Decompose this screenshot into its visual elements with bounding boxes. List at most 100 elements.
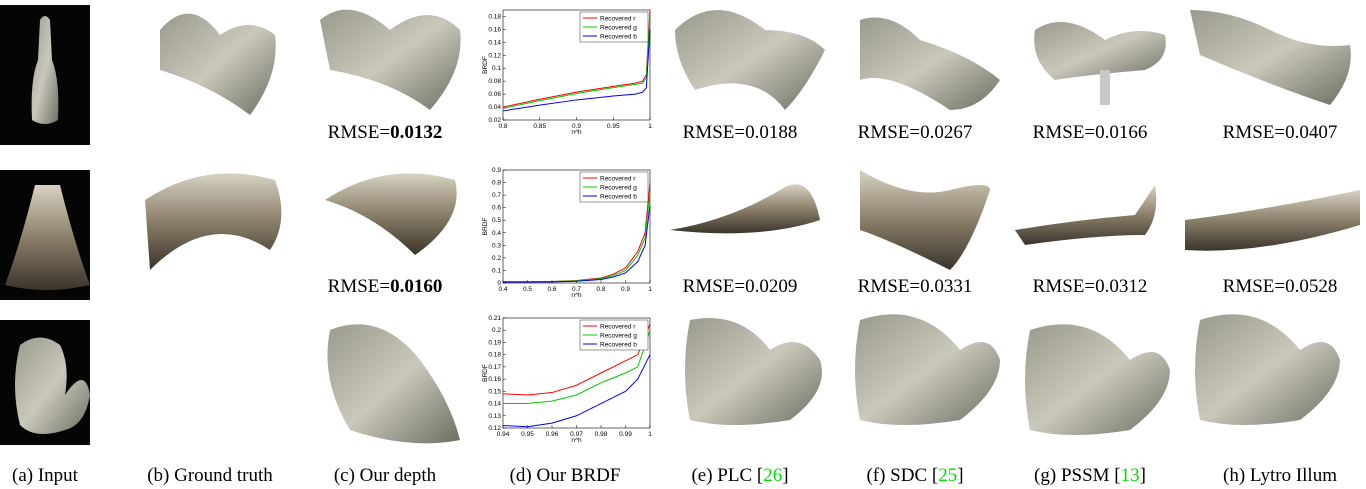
rmse-value: 0.0209 <box>745 276 797 297</box>
brdf-curve <box>502 323 651 396</box>
surface <box>160 13 276 116</box>
surface <box>855 314 1000 425</box>
x-tick-label: 0.94 <box>497 431 510 438</box>
rmse-label: RMSE= <box>1223 276 1285 297</box>
y-tick-label: 0.08 <box>488 78 501 85</box>
brdf-curve <box>503 205 651 283</box>
y-tick-label: 0.14 <box>488 39 501 46</box>
rmse: RMSE=0.0166 <box>1033 122 1148 143</box>
surface <box>1195 314 1340 425</box>
x-tick-label: 0.4 <box>498 286 507 293</box>
rmse-label: RMSE= <box>858 122 920 143</box>
caption-text: (h) Lytro Illum <box>1223 465 1337 486</box>
y-tick-label: 0.1 <box>492 267 501 274</box>
caption-text: ] <box>782 465 788 486</box>
rmse: RMSE=0.0209 <box>683 276 798 297</box>
y-tick-label: 0.06 <box>488 91 501 98</box>
rmse-label: RMSE= <box>328 276 390 297</box>
rmse-label: RMSE= <box>683 276 745 297</box>
y-tick-label: 0.8 <box>492 180 501 187</box>
legend-label: Recovered b <box>600 34 637 41</box>
y-tick-label: 0.16 <box>488 376 501 383</box>
x-tick-label: 0.97 <box>570 431 583 438</box>
x-tick-label: 0.95 <box>607 123 620 130</box>
y-tick-label: 0.1 <box>492 65 501 72</box>
rmse-value: 0.0312 <box>1095 276 1147 297</box>
legend-label: Recovered b <box>600 194 637 201</box>
brdf-curve <box>502 354 651 428</box>
x-axis-label: n^h <box>571 129 582 136</box>
brdf-curve <box>502 29 651 112</box>
pin-object <box>31 16 59 124</box>
caption-text: (b) Ground truth <box>147 465 273 486</box>
y-tick-label: 0.12 <box>488 425 501 432</box>
citation: 25 <box>938 465 957 486</box>
surface <box>670 184 820 234</box>
x-tick-label: 0.7 <box>572 286 581 293</box>
y-tick-label: 0.12 <box>488 52 501 59</box>
caption-text: (e) PLC [ <box>691 465 763 486</box>
rmse-label: RMSE= <box>858 276 920 297</box>
surface <box>320 9 461 110</box>
rmse-label: RMSE= <box>1033 122 1095 143</box>
y-tick-label: 0.2 <box>492 255 501 262</box>
caption-text: (d) Our BRDF <box>510 465 621 486</box>
caption-text: ] <box>1140 465 1146 486</box>
caption: (g) PSSM [13] <box>1034 465 1146 486</box>
surface <box>327 324 460 444</box>
x-tick-label: 0.85 <box>533 123 546 130</box>
rmse-label: RMSE= <box>328 122 390 143</box>
brdf-curve <box>502 9 651 108</box>
x-tick-label: 0.9 <box>621 286 630 293</box>
surface <box>1190 10 1351 105</box>
rmse-value: 0.0528 <box>1285 276 1337 297</box>
legend-label: Recovered g <box>600 185 637 192</box>
surface <box>145 173 282 270</box>
y-axis-label: BRDF <box>482 218 489 236</box>
x-tick-label: 0.8 <box>498 123 507 130</box>
caption: (h) Lytro Illum <box>1223 465 1337 486</box>
pitcher-object <box>15 337 90 434</box>
caption-text: ] <box>957 465 963 486</box>
surface <box>1185 190 1360 251</box>
legend-label: Recovered g <box>600 333 637 340</box>
caption-text: (c) Our depth <box>334 465 437 486</box>
y-tick-label: 0.02 <box>488 117 501 124</box>
brdf-curve <box>503 330 651 405</box>
y-tick-label: 0.6 <box>492 205 501 212</box>
x-tick-label: 0.6 <box>547 286 556 293</box>
y-tick-label: 0.5 <box>492 217 501 224</box>
caption-text: (f) SDC [ <box>866 465 938 486</box>
x-tick-label: 0.99 <box>619 431 632 438</box>
y-tick-label: 0.9 <box>492 167 501 174</box>
rmse-value: 0.0188 <box>745 122 797 143</box>
legend-label: Recovered r <box>600 176 636 183</box>
citation: 26 <box>763 465 782 486</box>
y-tick-label: 0.3 <box>492 242 501 249</box>
y-tick-label: 0.4 <box>492 230 501 237</box>
surface <box>1015 185 1157 245</box>
y-tick-label: 0.7 <box>492 192 501 199</box>
caption-text: (a) Input <box>12 465 79 486</box>
rmse-value: 0.0166 <box>1095 122 1147 143</box>
x-tick-label: 0.96 <box>546 431 559 438</box>
x-tick-label: 0.9 <box>572 123 581 130</box>
caption: (c) Our depth <box>334 465 437 486</box>
rmse-value: 0.0267 <box>920 122 972 143</box>
rmse: RMSE=0.0188 <box>683 122 798 143</box>
caption: (b) Ground truth <box>147 465 273 486</box>
citation: 13 <box>1121 465 1140 486</box>
x-tick-label: 0.98 <box>595 431 608 438</box>
x-tick-label: 1 <box>648 431 652 438</box>
y-axis-label: BRDF <box>482 364 489 382</box>
cone-object <box>5 185 90 290</box>
y-tick-label: 0.17 <box>488 364 501 371</box>
legend-label: Recovered r <box>600 324 636 331</box>
x-tick-label: 0.95 <box>521 431 534 438</box>
rmse-value: 0.0132 <box>390 122 442 143</box>
y-tick-label: 0 <box>497 280 501 287</box>
y-tick-label: 0.19 <box>488 339 501 346</box>
rmse-label: RMSE= <box>1033 276 1095 297</box>
surface-stand <box>1100 70 1110 105</box>
y-axis-label: BRDF <box>482 56 489 74</box>
